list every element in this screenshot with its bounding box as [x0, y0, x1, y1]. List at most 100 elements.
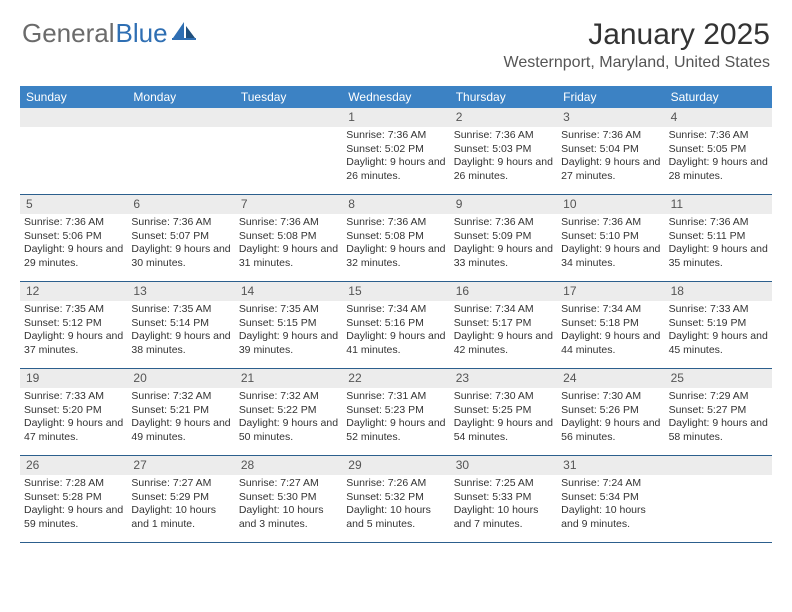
daylight-line: Daylight: 9 hours and 28 minutes. [669, 156, 768, 183]
sunrise-line: Sunrise: 7:24 AM [561, 477, 660, 490]
sunrise-line: Sunrise: 7:33 AM [669, 303, 768, 316]
day-body: Sunrise: 7:28 AMSunset: 5:28 PMDaylight:… [20, 477, 127, 535]
daylight-line: Daylight: 9 hours and 56 minutes. [561, 417, 660, 444]
day-body: Sunrise: 7:36 AMSunset: 5:08 PMDaylight:… [342, 216, 449, 274]
day-number: 3 [557, 108, 664, 127]
daylight-line: Daylight: 9 hours and 41 minutes. [346, 330, 445, 357]
day-number: 16 [450, 282, 557, 301]
dow-cell: Tuesday [235, 86, 342, 108]
day-cell: 21Sunrise: 7:32 AMSunset: 5:22 PMDayligh… [235, 369, 342, 455]
sunset-line: Sunset: 5:28 PM [24, 491, 123, 504]
sunrise-line: Sunrise: 7:36 AM [454, 129, 553, 142]
sunset-line: Sunset: 5:19 PM [669, 317, 768, 330]
day-cell: 31Sunrise: 7:24 AMSunset: 5:34 PMDayligh… [557, 456, 664, 542]
sunrise-line: Sunrise: 7:36 AM [131, 216, 230, 229]
day-cell [665, 456, 772, 542]
day-body: Sunrise: 7:27 AMSunset: 5:29 PMDaylight:… [127, 477, 234, 535]
sunrise-line: Sunrise: 7:36 AM [669, 216, 768, 229]
sunrise-line: Sunrise: 7:26 AM [346, 477, 445, 490]
day-body: Sunrise: 7:24 AMSunset: 5:34 PMDaylight:… [557, 477, 664, 535]
day-body: Sunrise: 7:36 AMSunset: 5:11 PMDaylight:… [665, 216, 772, 274]
day-cell: 1Sunrise: 7:36 AMSunset: 5:02 PMDaylight… [342, 108, 449, 194]
day-body: Sunrise: 7:35 AMSunset: 5:15 PMDaylight:… [235, 303, 342, 361]
day-number: 10 [557, 195, 664, 214]
day-number: 30 [450, 456, 557, 475]
day-number: 12 [20, 282, 127, 301]
sunrise-line: Sunrise: 7:36 AM [669, 129, 768, 142]
day-number: 9 [450, 195, 557, 214]
day-cell: 25Sunrise: 7:29 AMSunset: 5:27 PMDayligh… [665, 369, 772, 455]
day-body: Sunrise: 7:35 AMSunset: 5:14 PMDaylight:… [127, 303, 234, 361]
weeks-container: 1Sunrise: 7:36 AMSunset: 5:02 PMDaylight… [20, 108, 772, 543]
sunset-line: Sunset: 5:07 PM [131, 230, 230, 243]
sunset-line: Sunset: 5:15 PM [239, 317, 338, 330]
day-body: Sunrise: 7:34 AMSunset: 5:17 PMDaylight:… [450, 303, 557, 361]
day-number: 27 [127, 456, 234, 475]
sunset-line: Sunset: 5:21 PM [131, 404, 230, 417]
sunrise-line: Sunrise: 7:30 AM [454, 390, 553, 403]
day-number: 11 [665, 195, 772, 214]
sunrise-line: Sunrise: 7:36 AM [346, 129, 445, 142]
day-number: 24 [557, 369, 664, 388]
week-row: 12Sunrise: 7:35 AMSunset: 5:12 PMDayligh… [20, 282, 772, 369]
location: Westernport, Maryland, United States [504, 54, 771, 72]
daylight-line: Daylight: 9 hours and 45 minutes. [669, 330, 768, 357]
page-header: GeneralBlue January 2025 Westernport, Ma… [0, 0, 792, 80]
daylight-line: Daylight: 9 hours and 58 minutes. [669, 417, 768, 444]
sunset-line: Sunset: 5:05 PM [669, 143, 768, 156]
daylight-line: Daylight: 9 hours and 59 minutes. [24, 504, 123, 531]
week-row: 19Sunrise: 7:33 AMSunset: 5:20 PMDayligh… [20, 369, 772, 456]
day-number: 18 [665, 282, 772, 301]
daylight-line: Daylight: 9 hours and 44 minutes. [561, 330, 660, 357]
daylight-line: Daylight: 9 hours and 47 minutes. [24, 417, 123, 444]
day-number: 17 [557, 282, 664, 301]
daylight-line: Daylight: 9 hours and 37 minutes. [24, 330, 123, 357]
day-cell: 8 Sunrise: 7:36 AMSunset: 5:08 PMDaylight… [342, 195, 449, 281]
empty-day-header [20, 108, 127, 127]
day-number: 8 [342, 195, 449, 214]
sunset-line: Sunset: 5:02 PM [346, 143, 445, 156]
day-cell: 11 Sunrise: 7:36 AMSunset: 5:11 PMDayligh… [665, 195, 772, 281]
sunrise-line: Sunrise: 7:36 AM [561, 216, 660, 229]
sunrise-line: Sunrise: 7:34 AM [561, 303, 660, 316]
daylight-line: Daylight: 9 hours and 26 minutes. [346, 156, 445, 183]
day-number: 29 [342, 456, 449, 475]
day-cell: 9Sunrise: 7:36 AMSunset: 5:09 PMDaylight… [450, 195, 557, 281]
sunset-line: Sunset: 5:11 PM [669, 230, 768, 243]
day-cell: 20Sunrise: 7:32 AMSunset: 5:21 PMDayligh… [127, 369, 234, 455]
sunset-line: Sunset: 5:04 PM [561, 143, 660, 156]
sunset-line: Sunset: 5:34 PM [561, 491, 660, 504]
dow-cell: Saturday [665, 86, 772, 108]
day-cell: 14 Sunrise: 7:35 AMSunset: 5:15 PMDayligh… [235, 282, 342, 368]
sunset-line: Sunset: 5:26 PM [561, 404, 660, 417]
calendar: SundayMondayTuesdayWednesdayThursdayFrid… [0, 80, 792, 543]
day-cell: 24Sunrise: 7:30 AMSunset: 5:26 PMDayligh… [557, 369, 664, 455]
sunrise-line: Sunrise: 7:32 AM [239, 390, 338, 403]
day-body: Sunrise: 7:33 AMSunset: 5:20 PMDaylight:… [20, 390, 127, 448]
daylight-line: Daylight: 10 hours and 5 minutes. [346, 504, 445, 531]
day-body: Sunrise: 7:25 AMSunset: 5:33 PMDaylight:… [450, 477, 557, 535]
sunset-line: Sunset: 5:18 PM [561, 317, 660, 330]
day-cell [235, 108, 342, 194]
logo-text-gray: General [22, 18, 115, 49]
dow-cell: Monday [127, 86, 234, 108]
day-cell: 2Sunrise: 7:36 AMSunset: 5:03 PMDaylight… [450, 108, 557, 194]
day-cell: 7Sunrise: 7:36 AMSunset: 5:08 PMDaylight… [235, 195, 342, 281]
daylight-line: Daylight: 9 hours and 50 minutes. [239, 417, 338, 444]
sunset-line: Sunset: 5:08 PM [239, 230, 338, 243]
day-body: Sunrise: 7:32 AMSunset: 5:21 PMDaylight:… [127, 390, 234, 448]
sunrise-line: Sunrise: 7:34 AM [346, 303, 445, 316]
sunset-line: Sunset: 5:06 PM [24, 230, 123, 243]
day-body: Sunrise: 7:33 AMSunset: 5:19 PMDaylight:… [665, 303, 772, 361]
week-row: 26Sunrise: 7:28 AMSunset: 5:28 PMDayligh… [20, 456, 772, 543]
week-row: 5Sunrise: 7:36 AMSunset: 5:06 PMDaylight… [20, 195, 772, 282]
daylight-line: Daylight: 10 hours and 3 minutes. [239, 504, 338, 531]
day-cell: 17 Sunrise: 7:34 AMSunset: 5:18 PMDayligh… [557, 282, 664, 368]
daylight-line: Daylight: 9 hours and 38 minutes. [131, 330, 230, 357]
sunset-line: Sunset: 5:09 PM [454, 230, 553, 243]
day-number: 14 [235, 282, 342, 301]
day-number: 2 [450, 108, 557, 127]
day-cell: 4Sunrise: 7:36 AMSunset: 5:05 PMDaylight… [665, 108, 772, 194]
sunrise-line: Sunrise: 7:27 AM [239, 477, 338, 490]
sunrise-line: Sunrise: 7:36 AM [454, 216, 553, 229]
